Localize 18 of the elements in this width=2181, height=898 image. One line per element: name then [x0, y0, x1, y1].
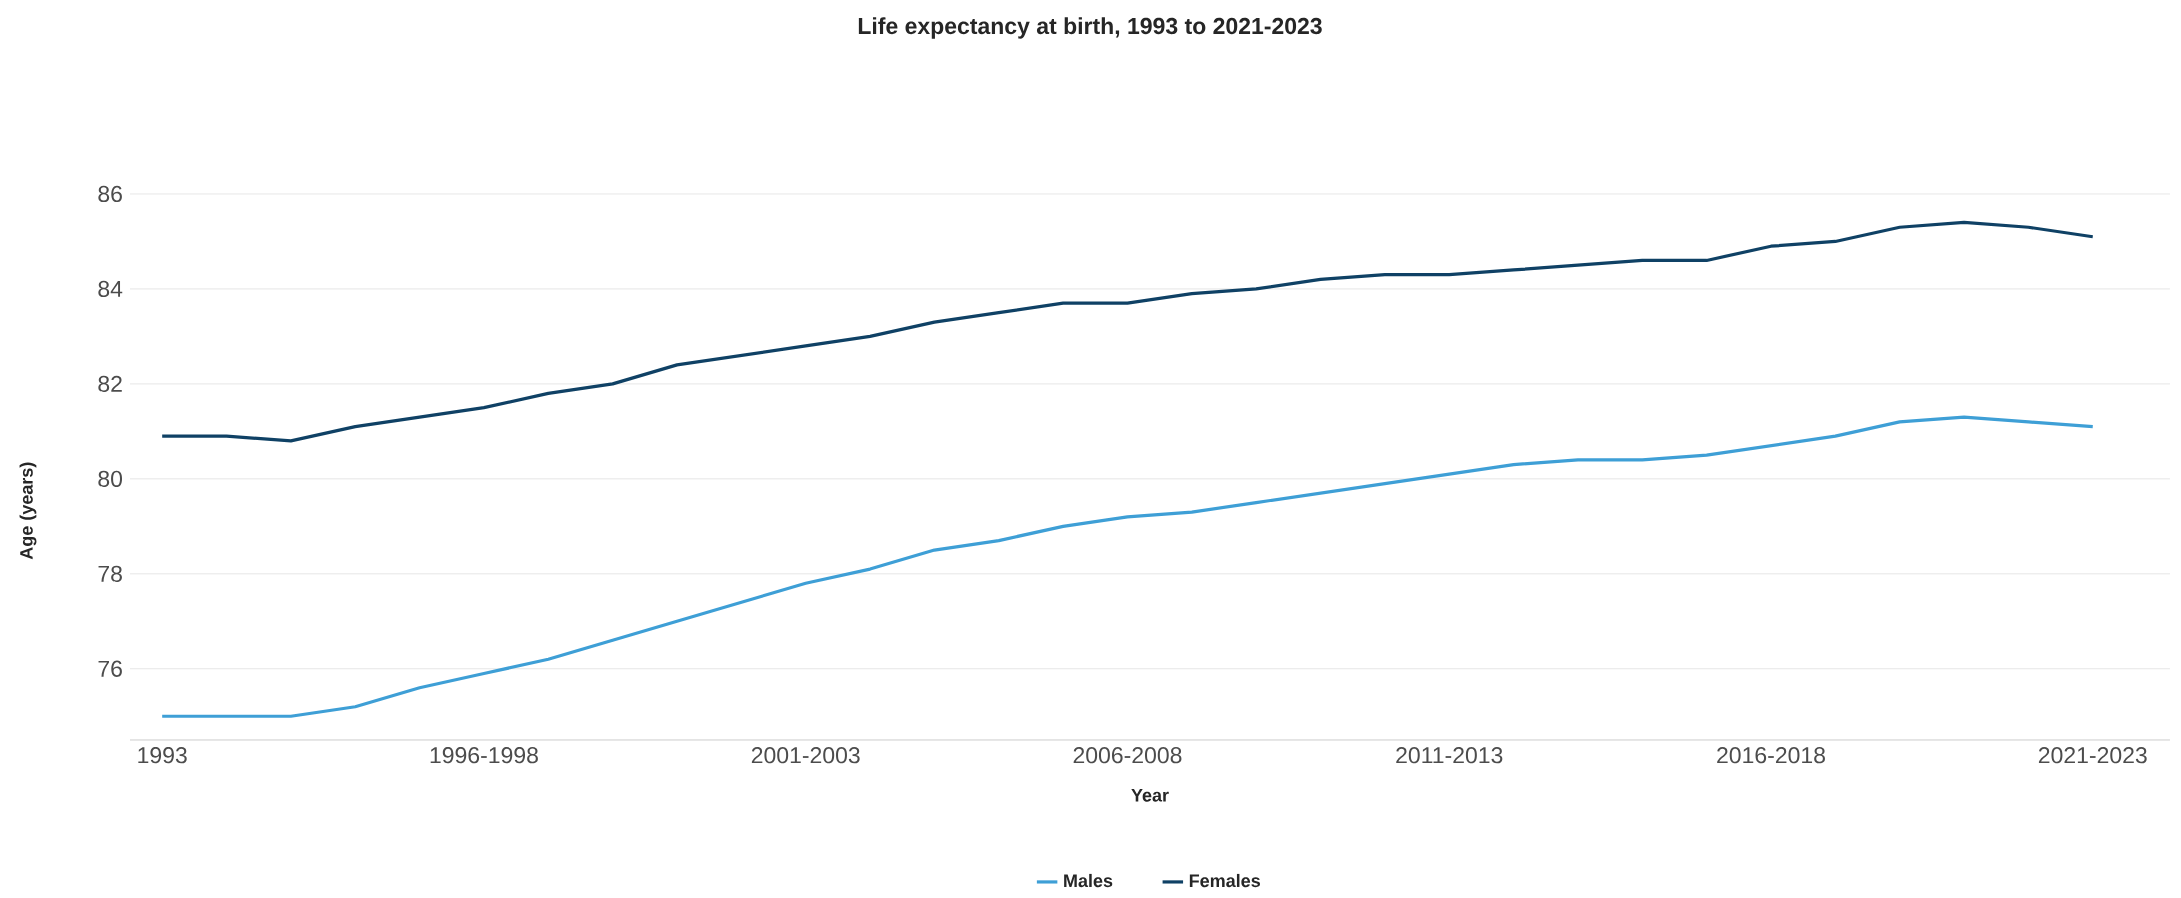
legend-label: Females — [1189, 873, 1260, 888]
x-tick-label: 1996-1998 — [430, 747, 538, 764]
x-tick-label: 2006-2008 — [1073, 747, 1182, 764]
chart-title: Life expectancy at birth, 1993 to 2021-2023 — [858, 17, 1322, 39]
y-tick-label: 82 — [98, 375, 122, 393]
x-tick-label: 2021-2023 — [2038, 747, 2147, 764]
x-tick-label: 2011-2013 — [1396, 747, 1503, 764]
y-tick-label: 84 — [98, 280, 123, 298]
x-tick-label: 1993 — [138, 747, 187, 764]
y-axis-title: Age (years) — [19, 462, 37, 560]
legend-label: Males — [1064, 873, 1113, 888]
x-axis-title: Year — [1131, 789, 1169, 802]
x-tick-label: 2001-2003 — [751, 747, 860, 764]
y-tick-label: 78 — [98, 565, 122, 582]
y-tick-label: 86 — [98, 185, 122, 203]
y-tick-label: 76 — [98, 660, 122, 677]
y-tick-label: 80 — [98, 470, 123, 487]
x-tick-label: 2016-2018 — [1717, 747, 1825, 764]
